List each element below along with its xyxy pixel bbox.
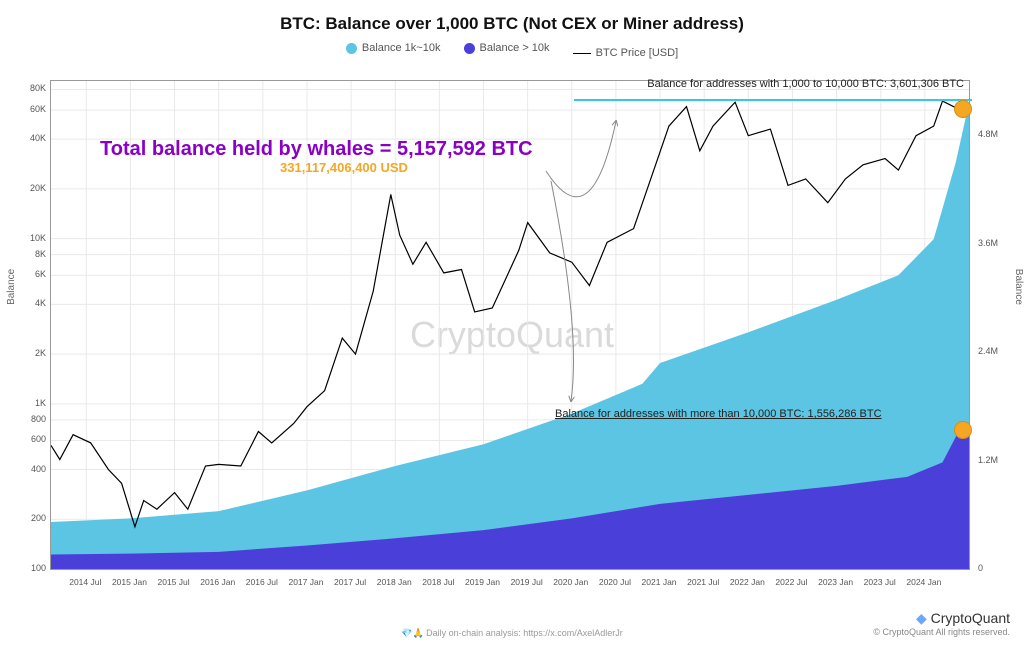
marker-top <box>954 100 972 118</box>
x-tick: 2021 Jan <box>642 577 677 587</box>
marker-mid <box>954 421 972 439</box>
y-left-tick: 8K <box>14 249 46 259</box>
legend-line-3 <box>573 53 591 54</box>
y-right-tick: 1.2M <box>978 455 1014 465</box>
x-tick: 2022 Jan <box>730 577 765 587</box>
x-tick: 2023 Jul <box>864 577 896 587</box>
y-right-tick: 4.8M <box>978 129 1014 139</box>
legend-item-3: BTC Price [USD] <box>573 47 679 59</box>
x-tick: 2024 Jan <box>906 577 941 587</box>
x-tick: 2014 Jul <box>69 577 101 587</box>
y-left-tick: 20K <box>14 183 46 193</box>
legend-label-2: Balance > 10k <box>480 42 550 54</box>
y-left-tick: 6K <box>14 269 46 279</box>
annotation-total-whales: Total balance held by whales = 5,157,592… <box>100 138 533 161</box>
annotation-usd: 331,117,406,400 USD <box>280 160 408 175</box>
y-left-tick: 40K <box>14 133 46 143</box>
legend-label-3: BTC Price [USD] <box>596 47 679 59</box>
brand-icon: ◆ <box>916 610 927 626</box>
y-left-tick: 80K <box>14 83 46 93</box>
x-tick: 2022 Jul <box>775 577 807 587</box>
y-right-tick: 0 <box>978 563 1014 573</box>
annotation-tier1: Balance for addresses with 1,000 to 10,0… <box>647 78 964 90</box>
x-tick: 2016 Jan <box>200 577 235 587</box>
annotation-tier2: Balance for addresses with more than 10,… <box>555 408 882 420</box>
y-left-tick: 4K <box>14 298 46 308</box>
x-tick: 2015 Jul <box>157 577 189 587</box>
legend-label-1: Balance 1k~10k <box>362 42 441 54</box>
y-left-tick: 600 <box>14 434 46 444</box>
brand-text: CryptoQuant <box>931 610 1010 626</box>
x-tick: 2016 Jul <box>246 577 278 587</box>
legend-item-2: Balance > 10k <box>464 42 550 54</box>
highlight-line <box>574 99 972 101</box>
x-tick: 2020 Jan <box>553 577 588 587</box>
x-tick: 2017 Jul <box>334 577 366 587</box>
x-tick: 2021 Jul <box>687 577 719 587</box>
x-tick: 2015 Jan <box>112 577 147 587</box>
y-right-axis-label: Balance <box>1013 268 1024 304</box>
x-tick: 2019 Jan <box>465 577 500 587</box>
legend-item-1: Balance 1k~10k <box>346 42 441 54</box>
credit-line: 💎🙏 Daily on-chain analysis: https://x.co… <box>0 628 1024 639</box>
chart-title: BTC: Balance over 1,000 BTC (Not CEX or … <box>0 14 1024 34</box>
y-left-tick: 200 <box>14 513 46 523</box>
y-left-tick: 1K <box>14 398 46 408</box>
chart-root: BTC: Balance over 1,000 BTC (Not CEX or … <box>0 0 1024 645</box>
x-tick: 2019 Jul <box>511 577 543 587</box>
legend: Balance 1k~10k Balance > 10k BTC Price [… <box>0 42 1024 59</box>
x-tick: 2023 Jan <box>818 577 853 587</box>
y-left-tick: 400 <box>14 464 46 474</box>
x-tick: 2020 Jul <box>599 577 631 587</box>
y-left-tick: 100 <box>14 563 46 573</box>
x-tick: 2017 Jan <box>288 577 323 587</box>
y-right-tick: 2.4M <box>978 346 1014 356</box>
y-left-tick: 10K <box>14 233 46 243</box>
y-right-tick: 3.6M <box>978 238 1014 248</box>
y-left-tick: 2K <box>14 348 46 358</box>
y-left-tick: 60K <box>14 104 46 114</box>
x-tick: 2018 Jan <box>377 577 412 587</box>
y-left-tick: 800 <box>14 414 46 424</box>
x-tick: 2018 Jul <box>422 577 454 587</box>
brand-logo: ◆ CryptoQuant <box>873 610 1010 627</box>
legend-swatch-1 <box>346 43 357 54</box>
legend-swatch-2 <box>464 43 475 54</box>
